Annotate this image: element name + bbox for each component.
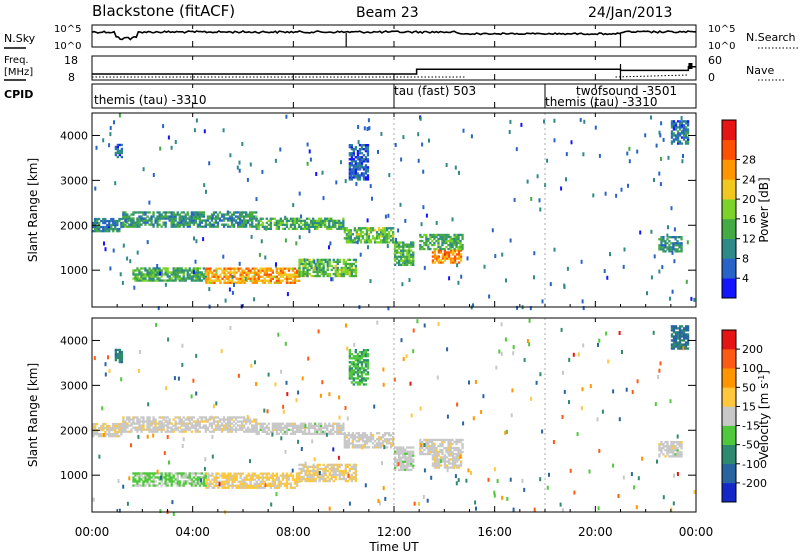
noise-left-tick-bottom: 10^0 [54,41,81,52]
noise-right-tick-top: 10^5 [708,24,735,35]
cpid-segment-label: tau (fast) 503 [394,84,476,98]
nave-trace [92,74,689,78]
power-ylabel: Slant Range [km] [26,158,40,262]
colorbar-tick-label: 12 [742,233,756,246]
colorbar-tick-label: -15 [742,420,760,433]
power-panel: 1000 2000 3000 4000 Slant Range [km] [26,112,697,311]
cpid-segment-label: themis (tau) -3310 [545,95,658,109]
nave-right-tick-top: 60 [708,54,722,67]
time-tick-label: 04:00 [175,525,210,539]
noise-panel: N.Sky 10^5 10^0 10^5 10^0 N.Search [4,24,798,52]
velocity-colorbar-label: Velocity [m s-1] [757,370,772,460]
colorbar-tick-label: 20 [742,193,756,206]
range-tick-label: 4000 [60,334,88,347]
cpid-segment-label: twofsound -3501 [576,84,677,98]
cpid-segment-label: themis (tau) -3310 [94,93,207,107]
time-tick-label: 08:00 [276,525,311,539]
beam-label: Beam 23 [356,5,419,21]
time-tick-label: 00:00 [75,525,110,539]
colorbar-tick-label: 15 [742,400,756,413]
colorbar-tick-label: -50 [742,439,760,452]
cpid-label: CPID [4,88,33,101]
freq-end-marker [688,63,693,69]
freq-left-tick-bottom: 8 [68,71,75,84]
date-label: 24/Jan/2013 [588,5,672,21]
colorbar-tick-label: 24 [742,173,756,186]
time-axis: 00:00 04:00 08:00 12:00 16:00 20:00 00:00 [75,25,714,539]
colorbar-tick-label: 4 [742,272,749,285]
time-axis-label: Time UT [368,540,419,554]
range-tick-label: 4000 [60,129,88,142]
time-tick-label: 16:00 [477,525,512,539]
freq-label-line2: [MHz] [4,67,33,78]
noise-right-tick-bottom: 10^0 [708,41,735,52]
colorbar-tick-label: -200 [742,477,767,490]
frequency-panel: Freq. [MHz] 18 8 60 0 Nave [4,54,786,84]
freq-label-line1: Freq. [4,55,29,66]
frequency-trace [92,66,696,75]
colorbar-tick-label: 100 [742,362,763,375]
range-tick-label: 3000 [60,379,88,392]
range-tick-label: 1000 [60,469,88,482]
noise-search-label: N.Search [746,31,796,44]
cpid-panel: CPID themis (tau) -3310 tau (fast) 503 two… [4,83,697,109]
colorbar-tick-label: 200 [742,343,763,356]
time-tick-label: 00:00 [679,525,714,539]
colorbar-tick-label: 8 [742,252,749,265]
colorbar-tick-label: 50 [742,381,756,394]
nave-label: Nave [746,64,774,77]
range-tick-label: 3000 [60,174,88,187]
velocity-panel: 1000 2000 3000 4000 Slant Range [km] [26,317,697,516]
colorbar-tick-label: 16 [742,213,756,226]
freq-left-tick-top: 18 [64,54,78,67]
noise-left-tick-top: 10^5 [54,24,81,35]
station-title: Blackstone (fitACF) [92,2,235,20]
time-tick-label: 12:00 [377,525,412,539]
power-colorbar-label: Power [dB] [757,177,771,242]
nave-right-tick-bottom: 0 [708,71,715,84]
time-tick-label: 20:00 [578,525,613,539]
range-tick-label: 1000 [60,264,88,277]
velocity-colorbar: 200 100 50 15 -15 -50 -100 -200 [721,329,767,503]
noise-sky-label: N.Sky [4,32,36,45]
range-tick-label: 2000 [60,219,88,232]
velocity-ylabel: Slant Range [km] [26,363,40,467]
range-tick-label: 2000 [60,424,88,437]
power-colorbar: 4 8 12 16 20 24 28 [721,119,756,299]
colorbar-tick-label: -100 [742,458,767,471]
noise-sky-trace [91,30,696,41]
colorbar-tick-label: 28 [742,154,756,167]
